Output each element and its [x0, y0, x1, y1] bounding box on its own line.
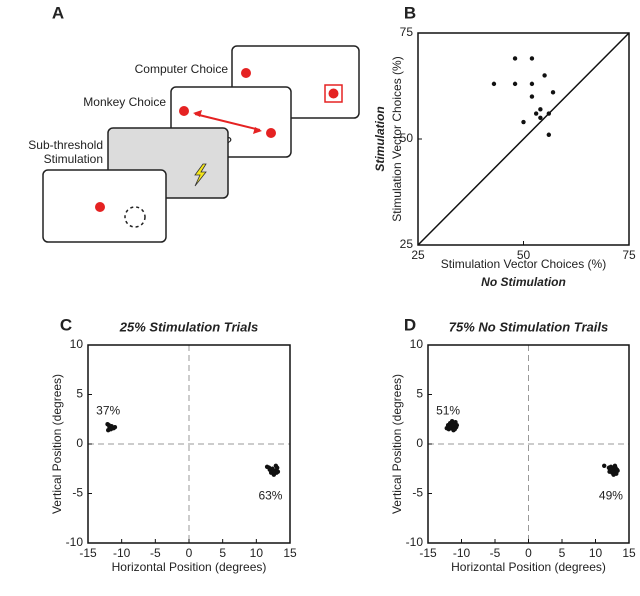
- panel-label: D: [404, 315, 416, 334]
- annotation: 51%: [436, 404, 460, 418]
- point: [529, 56, 535, 61]
- x-tick-label: 5: [559, 546, 566, 560]
- x-axis-label: Stimulation Vector Choices (%): [441, 257, 606, 271]
- y-tick-label: -10: [406, 535, 424, 549]
- x-tick-label: 25: [411, 248, 425, 262]
- point: [491, 81, 497, 87]
- point: [602, 463, 607, 468]
- chart-title: 75% No Stimulation Trails: [449, 319, 608, 334]
- x-tick-label: -15: [419, 546, 437, 560]
- diagram-label: Sub-threshold: [28, 138, 103, 152]
- task-diagram: ? Computer Choice Monkey Choice Sub-thre…: [28, 45, 360, 243]
- point: [521, 119, 526, 125]
- y-axis-label: Vertical Position (degrees): [390, 374, 404, 514]
- x-tick-label: -10: [113, 546, 131, 560]
- diagram-label: Monkey Choice: [83, 95, 166, 109]
- point: [447, 424, 452, 430]
- target: [179, 106, 189, 116]
- point: [615, 468, 620, 473]
- panel-label: B: [404, 3, 416, 22]
- y-tick-label: 75: [400, 25, 414, 39]
- identity-line: [417, 32, 630, 246]
- annotation: 49%: [599, 489, 623, 503]
- y-axis-label: Vertical Position (degrees): [50, 374, 64, 514]
- point: [529, 94, 535, 99]
- point: [112, 424, 118, 430]
- point: [273, 463, 279, 468]
- x-tick-label: 15: [622, 546, 636, 560]
- x-tick-label: -15: [79, 546, 97, 560]
- point: [610, 469, 616, 474]
- point: [546, 132, 552, 137]
- y-tick-label: -10: [66, 535, 84, 549]
- target: [95, 202, 105, 212]
- choice-box: [324, 84, 343, 103]
- x-tick-label: 75: [622, 248, 636, 262]
- arrow: [194, 113, 261, 131]
- y-tick-label: 5: [416, 387, 423, 401]
- y-tick-label: 0: [76, 436, 83, 450]
- y-tick-label: 0: [416, 436, 423, 450]
- diagram-label: Computer Choice: [135, 62, 229, 76]
- stim-location: [124, 206, 146, 228]
- y-axis-label-emphasis: Stimulation: [373, 106, 387, 171]
- point: [452, 426, 457, 432]
- point: [550, 90, 556, 95]
- x-tick-label: 0: [186, 546, 193, 560]
- x-tick-label: 0: [525, 546, 532, 560]
- target: [328, 88, 339, 99]
- x-tick-label: -10: [453, 546, 471, 560]
- x-axis-label: Horizontal Position (degrees): [112, 560, 267, 574]
- annotation: 63%: [258, 489, 282, 503]
- point: [449, 419, 455, 424]
- point: [454, 422, 460, 428]
- point: [529, 81, 535, 87]
- y-tick-label: -5: [412, 486, 423, 500]
- y-tick-label: 25: [400, 237, 414, 251]
- panel-label: C: [60, 315, 72, 334]
- x-tick-label: 15: [283, 546, 297, 560]
- x-tick-label: 10: [250, 546, 264, 560]
- point: [270, 468, 276, 473]
- y-tick-label: 5: [76, 387, 83, 401]
- point: [108, 426, 114, 432]
- x-tick-label: 5: [219, 546, 226, 560]
- y-tick-label: 50: [400, 131, 414, 145]
- x-axis-label-emphasis: No Stimulation: [481, 275, 566, 289]
- point: [538, 107, 543, 112]
- point: [542, 73, 547, 78]
- y-tick-label: 10: [410, 337, 424, 351]
- target: [241, 68, 251, 78]
- point: [546, 111, 552, 116]
- panel-label: A: [52, 3, 64, 22]
- x-tick-label: 50: [517, 248, 531, 262]
- point: [106, 422, 112, 428]
- point: [512, 56, 518, 61]
- arrowheads: [193, 110, 262, 134]
- point: [266, 465, 272, 470]
- point: [533, 111, 539, 116]
- y-tick-label: 10: [70, 337, 84, 351]
- y-tick-label: -5: [72, 486, 83, 500]
- lightning-icon: [194, 163, 207, 187]
- x-tick-label: -5: [490, 546, 501, 560]
- point: [512, 81, 518, 87]
- point: [275, 469, 281, 474]
- y-axis-label: Stimulation Vector Choices (%): [390, 56, 404, 221]
- chart-title: 25% Stimulation Trials: [119, 319, 258, 334]
- target: [266, 128, 276, 138]
- point: [538, 115, 543, 121]
- diagram-label: Stimulation: [44, 152, 103, 166]
- x-tick-label: 10: [589, 546, 603, 560]
- point: [450, 422, 455, 428]
- x-axis-label: Horizontal Position (degrees): [451, 560, 606, 574]
- x-tick-label: -5: [150, 546, 161, 560]
- annotation: 37%: [96, 404, 120, 418]
